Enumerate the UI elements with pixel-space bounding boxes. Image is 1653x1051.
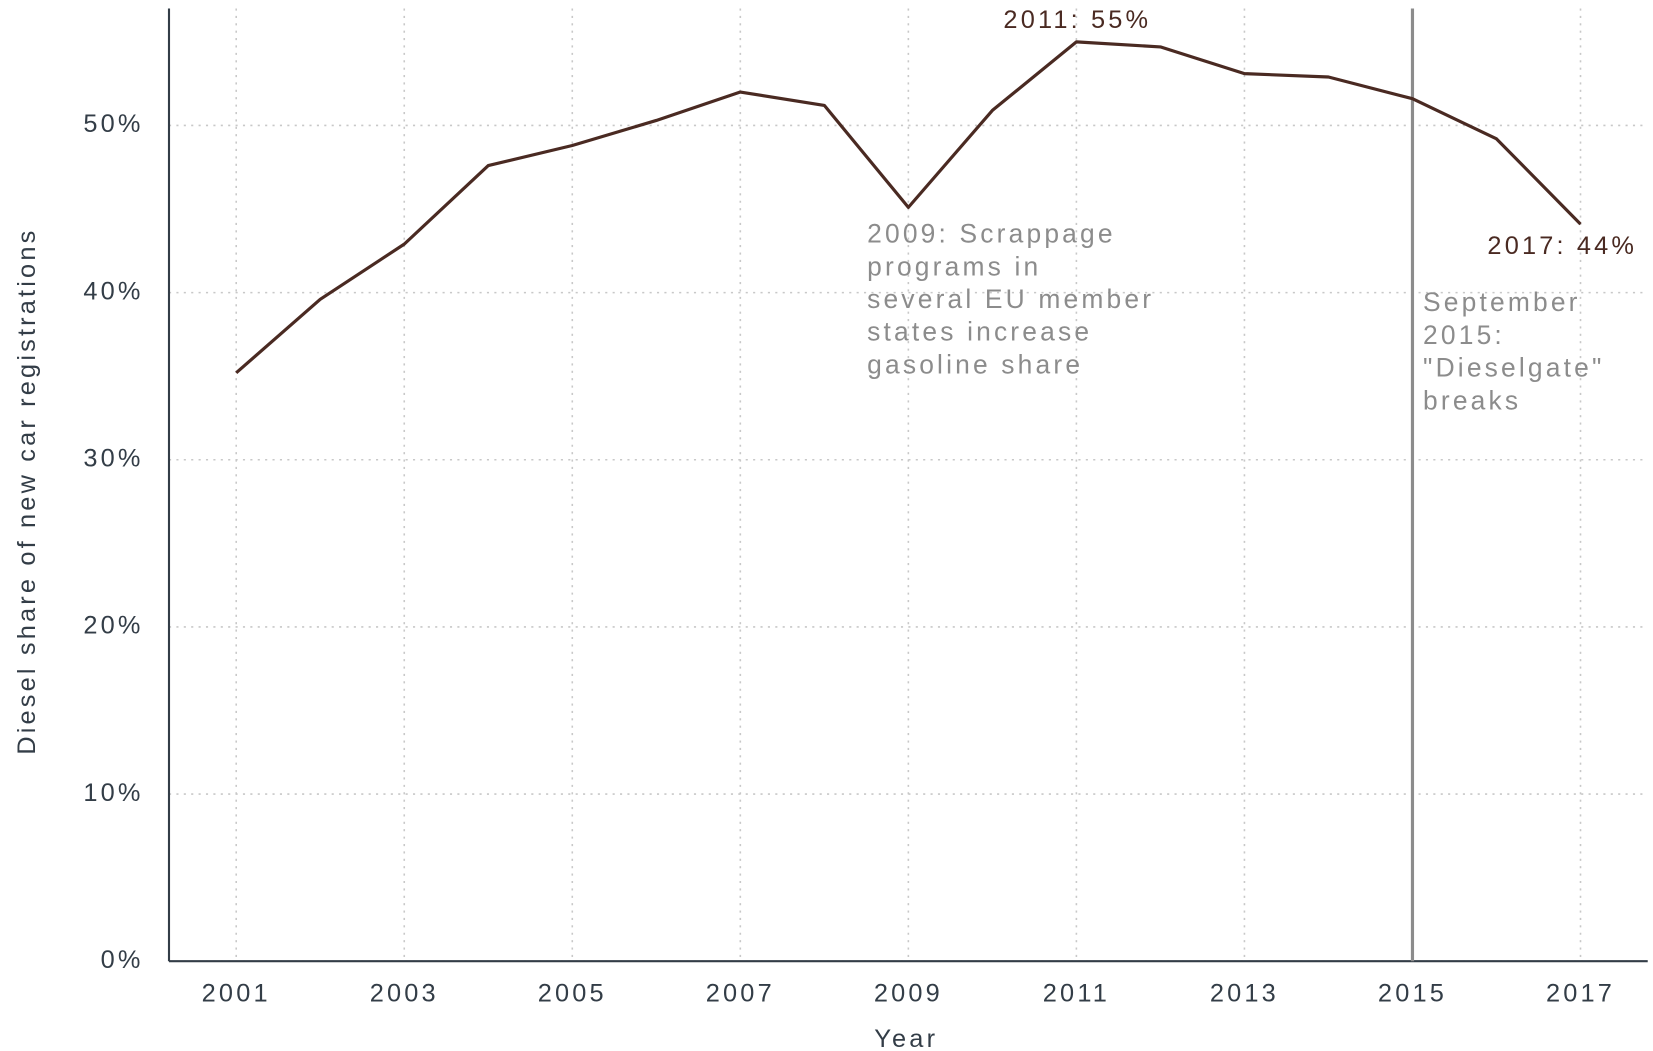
x-tick-label: 2007 [706,980,775,1008]
scrappage-note: gasoline share [867,349,1083,379]
event-label: "Dieselgate" [1423,353,1604,383]
x-tick-label: 2011 [1043,980,1110,1008]
x-tick-label: 2013 [1210,980,1279,1008]
peak-label: 2011: 55% [1003,6,1151,34]
end-label: 2017: 44% [1487,232,1637,260]
scrappage-note: several EU member [867,284,1154,314]
line-series [235,40,1582,375]
x-axis-label: Year [874,1025,938,1051]
x-tick-label: 2017 [1546,980,1615,1008]
y-tick-label: 50% [83,110,143,138]
y-tick-label: 30% [83,444,143,472]
x-tick-label: 2005 [538,980,607,1008]
y-axis-label: Diesel share of new car registrations [13,228,41,755]
scrappage-note: 2009: Scrappage [867,219,1116,249]
y-tick-label: 10% [83,779,143,807]
event-label: September [1423,287,1581,317]
x-tick-label: 2009 [874,980,943,1008]
scrappage-note: programs in [867,251,1041,281]
y-tick-label: 20% [83,612,143,640]
y-tick-label: 40% [83,277,143,305]
x-tick-label: 2015 [1378,980,1447,1008]
x-tick-label: 2003 [370,980,439,1008]
scrappage-note: states increase [867,317,1092,347]
y-tick-label: 0% [101,946,144,974]
x-tick-label: 2001 [202,980,271,1008]
event-label: 2015: [1423,320,1505,350]
event-label: breaks [1423,385,1521,415]
